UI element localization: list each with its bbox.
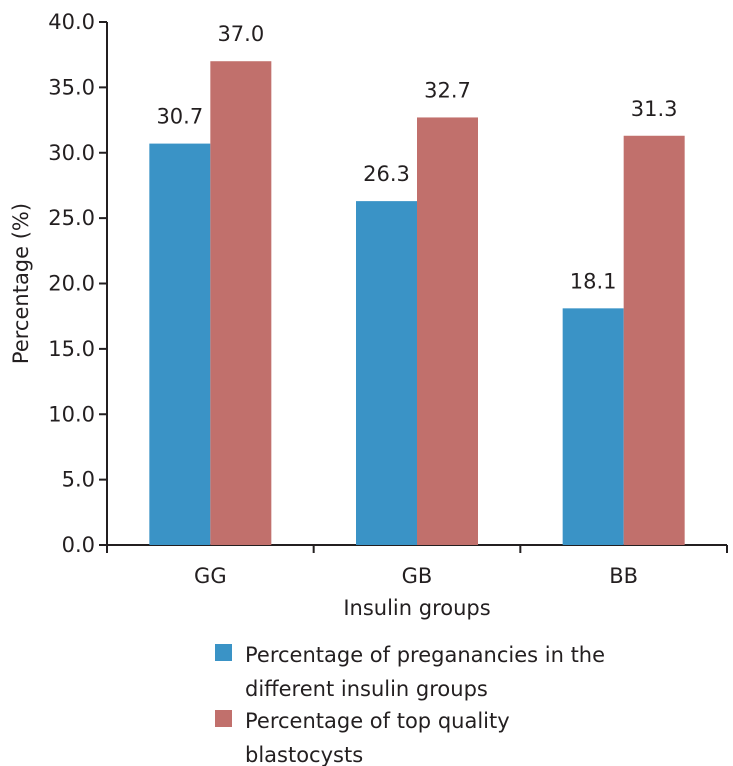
data-labels: 30.7 37.0 26.3 32.7 18.1 31.3 (156, 22, 677, 293)
x-tick-label: BB (609, 564, 638, 588)
data-label: 37.0 (217, 22, 264, 46)
bar-gb-series-1 (356, 201, 417, 545)
x-axis-title: Insulin groups (343, 596, 490, 620)
data-label: 26.3 (363, 162, 410, 186)
legend-label-1: Percentage of preganancies in the (245, 643, 605, 667)
bar-gb-series-2 (417, 117, 478, 545)
legend: Percentage of preganancies in the differe… (215, 643, 605, 766)
y-tick-label: 25.0 (48, 206, 95, 230)
data-label: 30.7 (156, 105, 203, 129)
y-tick-label: 30.0 (48, 141, 95, 165)
legend-label-2: blastocysts (245, 743, 363, 766)
x-tick-label: GB (402, 564, 433, 588)
data-label: 31.3 (631, 97, 678, 121)
y-axis: 0.0 5.0 10.0 15.0 20.0 25.0 30.0 35.0 40.0 (48, 10, 108, 557)
legend-swatch-1 (215, 644, 232, 661)
y-tick-label: 0.0 (62, 533, 95, 557)
bar-gg-series-1 (149, 143, 211, 545)
legend-label-1: different insulin groups (245, 677, 488, 701)
legend-label-2: Percentage of top quality (245, 709, 510, 733)
y-tick-label: 10.0 (48, 402, 95, 426)
bar-gg-series-2 (210, 61, 272, 545)
x-axis: GG GB BB (106, 544, 728, 588)
y-axis-title: Percentage (%) (9, 203, 33, 364)
y-tick-label: 20.0 (48, 272, 95, 296)
legend-swatch-2 (215, 710, 232, 727)
x-tick-label: GG (194, 564, 227, 588)
bars (149, 61, 685, 545)
data-label: 18.1 (570, 269, 617, 293)
y-tick-label: 40.0 (48, 10, 95, 34)
y-tick-label: 35.0 (48, 75, 95, 99)
bar-bb-series-2 (623, 135, 685, 545)
y-tick-label: 5.0 (62, 468, 95, 492)
bar-bb-series-1 (562, 308, 624, 545)
y-tick-label: 15.0 (48, 337, 95, 361)
data-label: 32.7 (424, 78, 471, 102)
